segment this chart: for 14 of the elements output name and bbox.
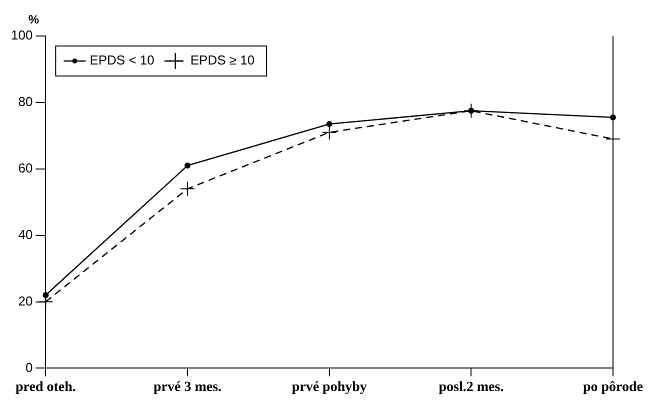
x-tick-label: po pôrode	[582, 380, 644, 396]
y-tick-label: 0	[25, 360, 33, 375]
y-tick-label: 80	[18, 94, 33, 110]
y-tick-label: 100	[10, 28, 33, 43]
x-tick-label: prvé 3 mes.	[153, 380, 222, 396]
x-tick-label: posl.2 mes.	[438, 380, 504, 396]
y-tick-label: 40	[18, 226, 33, 242]
legend-label: EPDS < 10	[90, 52, 154, 68]
y-axis-title: %	[28, 12, 40, 26]
y-tick-label: 60	[18, 160, 33, 176]
x-tick-label: prvé pohyby	[292, 380, 367, 396]
x-tick-label: pred oteh.	[15, 380, 76, 396]
y-tick-label: 20	[18, 293, 33, 308]
legend-label: EPDS ≥ 10	[190, 52, 255, 68]
